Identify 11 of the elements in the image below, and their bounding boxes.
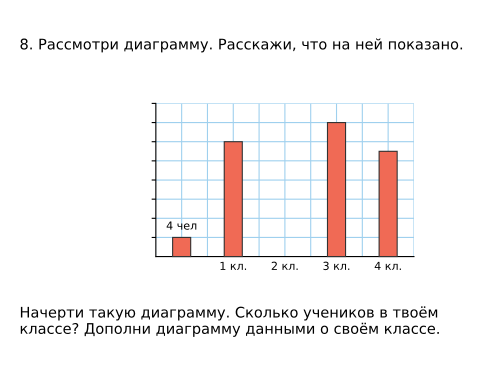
bar — [224, 141, 243, 258]
bar — [326, 122, 346, 258]
x-tick-label: 3 кл. — [323, 262, 350, 270]
x-tick-label: 4 кл. — [374, 262, 401, 270]
bar — [172, 236, 192, 258]
x-tick-label: 2 кл. — [272, 262, 298, 270]
bar — [378, 150, 398, 258]
x-tick-label: 1 кл. — [220, 262, 246, 270]
text: Начерти такую диаграмму. Сколько учеников в твоём классе? Дополни диаграмму данными о своём классе. — [20, 306, 439, 337]
data-label: 4 чел — [166, 221, 196, 230]
chart-title: 8. Рассмотри диаграмму. Расскажи, что на ней показано. — [20, 38, 462, 52]
